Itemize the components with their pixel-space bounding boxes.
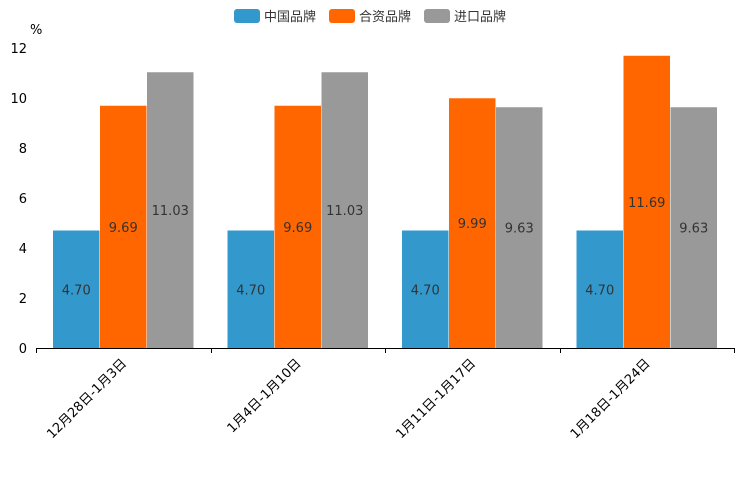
bar[interactable] bbox=[670, 107, 718, 348]
bar-value-label: 11.69 bbox=[628, 196, 665, 211]
bar-value-label: 4.70 bbox=[236, 283, 265, 298]
x-tick-label: 12月28日-1月3日 bbox=[44, 356, 130, 442]
bar-value-label: 11.03 bbox=[152, 204, 189, 219]
bar[interactable] bbox=[402, 230, 449, 349]
x-axis: 12月28日-1月3日 1月4日-1月10日 1月11日-1月17日 1月18日-1月… bbox=[36, 348, 735, 442]
bar[interactable] bbox=[274, 105, 322, 348]
bar-value-label: 11.03 bbox=[326, 204, 363, 219]
bar-value-label: 9.69 bbox=[109, 221, 138, 236]
bar[interactable] bbox=[623, 55, 671, 348]
y-tick-label: 6 bbox=[19, 192, 27, 207]
bar[interactable] bbox=[227, 230, 275, 349]
legend-label-3: 进口品牌 bbox=[454, 9, 506, 25]
bar-value-label: 9.63 bbox=[679, 222, 708, 237]
bar[interactable] bbox=[496, 107, 543, 348]
y-axis-unit-label: % bbox=[30, 23, 42, 38]
y-tick-label: 8 bbox=[19, 142, 27, 157]
x-tick-label: 1月18日-1月24日 bbox=[568, 356, 654, 442]
legend-swatch-2[interactable] bbox=[329, 9, 355, 23]
bar[interactable] bbox=[53, 230, 100, 349]
x-tick-label: 1月11日-1月17日 bbox=[393, 356, 479, 442]
bar[interactable] bbox=[321, 72, 369, 348]
bar-value-label: 4.70 bbox=[62, 283, 91, 298]
bars: 4.70 9.69 11.03 4.70 9.69 11.03 4.70 9.99 9.63 4.… bbox=[53, 55, 718, 349]
y-tick-label: 12 bbox=[10, 42, 27, 57]
bar[interactable] bbox=[576, 230, 624, 349]
y-tick-label: 4 bbox=[19, 242, 27, 257]
y-tick-label: 2 bbox=[19, 292, 27, 307]
bar-value-label: 9.99 bbox=[458, 217, 487, 232]
bar-value-label: 4.70 bbox=[411, 283, 440, 298]
legend-swatch-1[interactable] bbox=[234, 9, 260, 23]
y-tick-label: 10 bbox=[10, 92, 27, 107]
legend-label-1: 中国品牌 bbox=[264, 9, 316, 25]
bar-value-label: 9.69 bbox=[283, 221, 312, 236]
bar-value-label: 9.63 bbox=[505, 222, 534, 237]
y-tick-label: 0 bbox=[19, 342, 27, 357]
bar[interactable] bbox=[100, 105, 147, 348]
bar-value-label: 4.70 bbox=[585, 283, 614, 298]
legend-label-2: 合资品牌 bbox=[359, 9, 411, 25]
bar[interactable] bbox=[147, 72, 194, 348]
y-axis: 0 2 4 6 8 10 12 bbox=[10, 42, 27, 357]
legend-swatch-3[interactable] bbox=[424, 9, 450, 23]
bar[interactable] bbox=[449, 98, 496, 348]
x-tick-label: 1月4日-1月10日 bbox=[225, 356, 305, 436]
legend: 中国品牌 合资品牌 进口品牌 bbox=[234, 9, 506, 25]
